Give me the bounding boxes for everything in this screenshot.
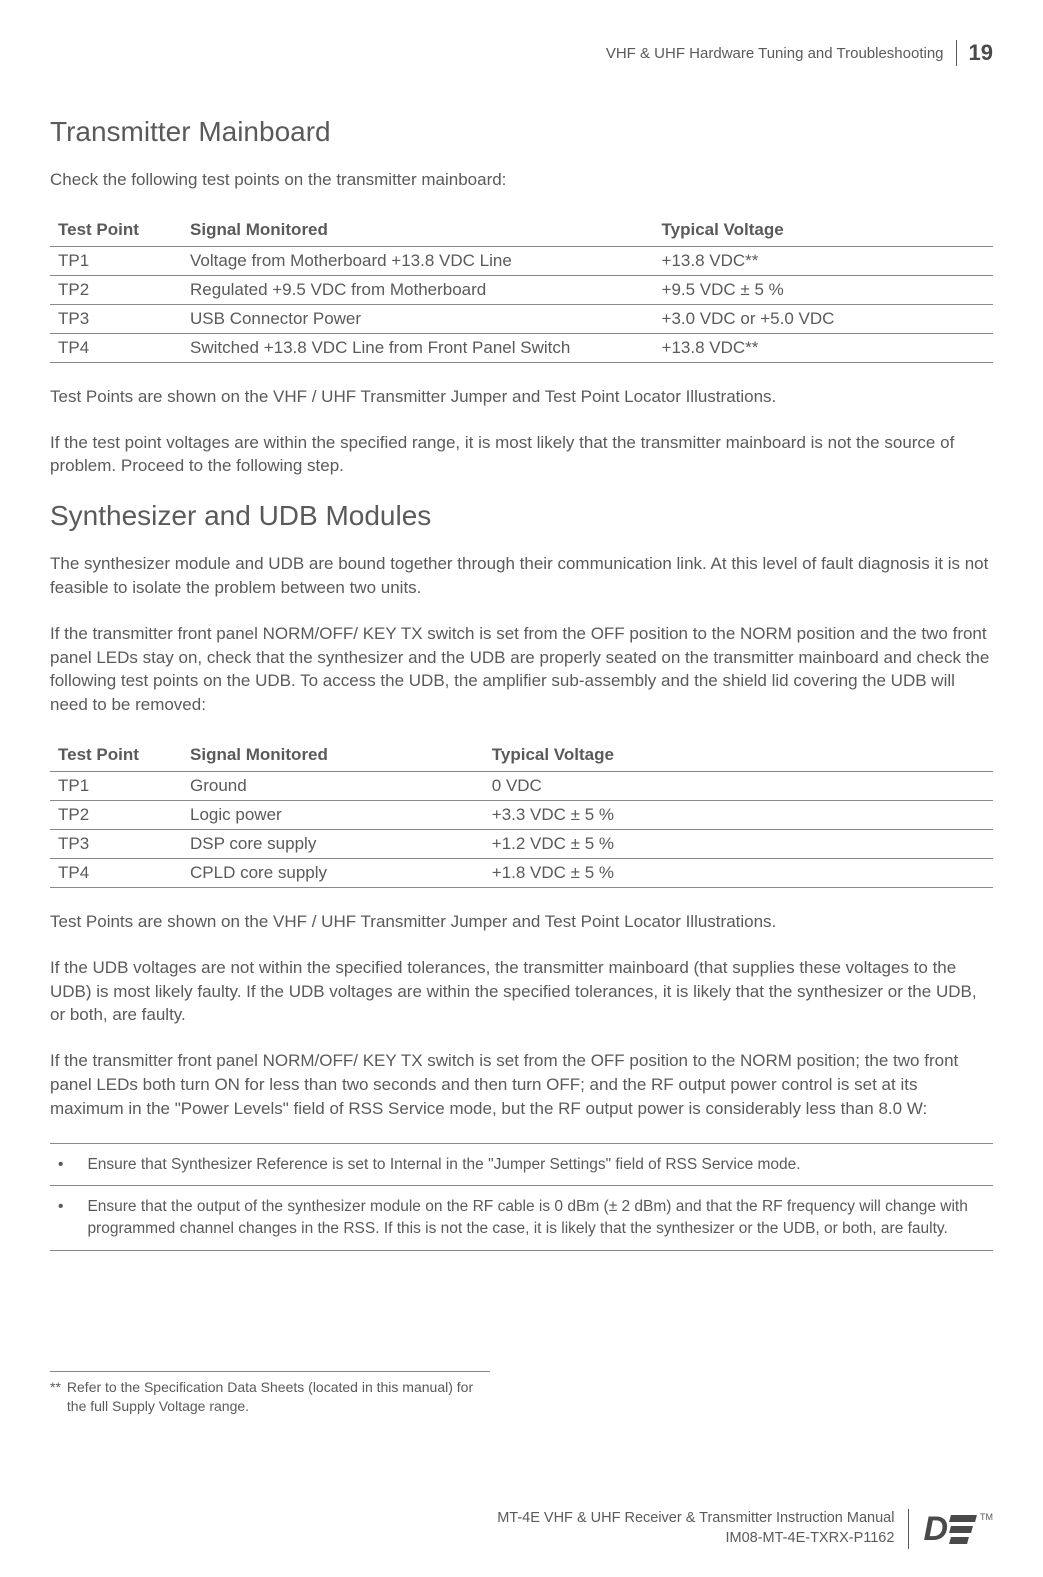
- header-divider: [956, 40, 957, 66]
- table-row: TP3DSP core supply+1.2 VDC ± 5 %: [50, 829, 993, 858]
- table-header-cell: Test Point: [50, 214, 182, 247]
- table-cell: +1.8 VDC ± 5 %: [484, 858, 993, 887]
- table-row: TP2Regulated +9.5 VDC from Motherboard+9…: [50, 275, 993, 304]
- bullet-mark: •: [50, 1196, 63, 1239]
- table-row: TP4Switched +13.8 VDC Line from Front Pa…: [50, 333, 993, 362]
- footnote-mark: **: [50, 1378, 61, 1416]
- footer-text: MT-4E VHF & UHF Receiver & Transmitter I…: [497, 1509, 894, 1548]
- footnote: ** Refer to the Specification Data Sheet…: [50, 1378, 993, 1416]
- table-cell: +9.5 VDC ± 5 %: [654, 275, 993, 304]
- footnote-text: Refer to the Specification Data Sheets (…: [67, 1378, 487, 1416]
- logo-letter: D: [923, 1510, 946, 1549]
- section2-p3: Test Points are shown on the VHF / UHF T…: [50, 910, 993, 934]
- table-cell: TP3: [50, 829, 182, 858]
- bullet-mark: •: [50, 1154, 63, 1176]
- bullet-item: • Ensure that Synthesizer Reference is se…: [50, 1143, 993, 1187]
- table-row: TP3USB Connector Power+3.0 VDC or +5.0 V…: [50, 304, 993, 333]
- table-cell: +1.2 VDC ± 5 %: [484, 829, 993, 858]
- table-row: TP1Voltage from Motherboard +13.8 VDC Li…: [50, 246, 993, 275]
- table-cell: TP4: [50, 333, 182, 362]
- table-cell: TP2: [50, 275, 182, 304]
- table-row: TP2Logic power+3.3 VDC ± 5 %: [50, 800, 993, 829]
- table-cell: Ground: [182, 771, 484, 800]
- table-header-cell: Signal Monitored: [182, 214, 654, 247]
- section2-p1: The synthesizer module and UDB are bound…: [50, 552, 993, 600]
- footer-line1: MT-4E VHF & UHF Receiver & Transmitter I…: [497, 1509, 894, 1529]
- page-footer: MT-4E VHF & UHF Receiver & Transmitter I…: [50, 1509, 993, 1549]
- bullet-item: • Ensure that the output of the synthesiz…: [50, 1186, 993, 1250]
- footer-divider: [908, 1509, 909, 1549]
- table-cell: Switched +13.8 VDC Line from Front Panel…: [182, 333, 654, 362]
- section-heading-transmitter: Transmitter Mainboard: [50, 116, 993, 148]
- table-header-cell: Typical Voltage: [654, 214, 993, 247]
- table-row: TP1Ground0 VDC: [50, 771, 993, 800]
- section2-p5: If the transmitter front panel NORM/OFF/…: [50, 1049, 993, 1120]
- table-cell: TP4: [50, 858, 182, 887]
- table-cell: DSP core supply: [182, 829, 484, 858]
- table-cell: 0 VDC: [484, 771, 993, 800]
- table-cell: Regulated +9.5 VDC from Motherboard: [182, 275, 654, 304]
- logo-bars-icon: [950, 1515, 976, 1544]
- table-udb: Test PointSignal MonitoredTypical Voltag…: [50, 739, 993, 888]
- table-header-cell: Signal Monitored: [182, 739, 484, 772]
- page-header: VHF & UHF Hardware Tuning and Troublesho…: [50, 40, 993, 66]
- table-cell: +13.8 VDC**: [654, 333, 993, 362]
- table-cell: TP1: [50, 771, 182, 800]
- table-row: TP4CPLD core supply+1.8 VDC ± 5 %: [50, 858, 993, 887]
- table-cell: +3.0 VDC or +5.0 VDC: [654, 304, 993, 333]
- table-cell: USB Connector Power: [182, 304, 654, 333]
- bullet-text: Ensure that Synthesizer Reference is set…: [87, 1154, 993, 1176]
- section-heading-synth: Synthesizer and UDB Modules: [50, 500, 993, 532]
- table-cell: Voltage from Motherboard +13.8 VDC Line: [182, 246, 654, 275]
- table-cell: CPLD core supply: [182, 858, 484, 887]
- page-number: 19: [969, 40, 993, 66]
- table-header-cell: Test Point: [50, 739, 182, 772]
- bullet-text: Ensure that the output of the synthesize…: [87, 1196, 993, 1239]
- table-cell: Logic power: [182, 800, 484, 829]
- logo-tm: TM: [980, 1512, 993, 1522]
- brand-logo: D TM: [923, 1510, 993, 1549]
- table-cell: +13.8 VDC**: [654, 246, 993, 275]
- section1-p2: If the test point voltages are within th…: [50, 431, 993, 479]
- table-cell: TP3: [50, 304, 182, 333]
- footnote-rule: [50, 1371, 490, 1372]
- table-header-cell: Typical Voltage: [484, 739, 993, 772]
- section2-p4: If the UDB voltages are not within the s…: [50, 956, 993, 1027]
- footer-line2: IM08-MT-4E-TXRX-P1162: [497, 1529, 894, 1549]
- header-section-title: VHF & UHF Hardware Tuning and Troublesho…: [606, 45, 944, 62]
- table-transmitter-mainboard: Test PointSignal MonitoredTypical Voltag…: [50, 214, 993, 363]
- table-cell: TP2: [50, 800, 182, 829]
- section2-p2: If the transmitter front panel NORM/OFF/…: [50, 622, 993, 717]
- table-cell: +3.3 VDC ± 5 %: [484, 800, 993, 829]
- section1-intro: Check the following test points on the t…: [50, 168, 993, 192]
- section1-p1: Test Points are shown on the VHF / UHF T…: [50, 385, 993, 409]
- table-cell: TP1: [50, 246, 182, 275]
